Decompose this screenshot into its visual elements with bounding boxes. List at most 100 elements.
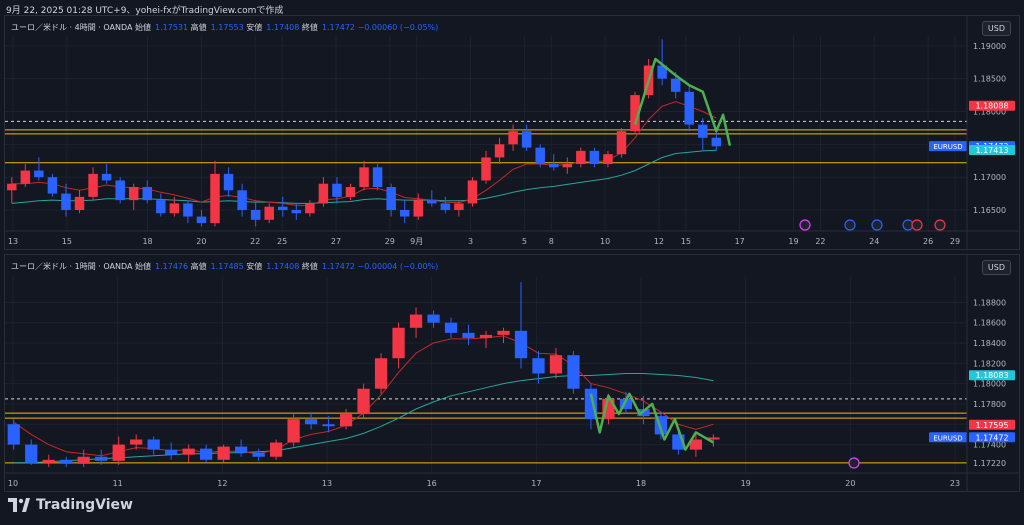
candle-body: [217, 446, 230, 460]
ohlc-legend-4h: ユーロ／米ドル · 4時間 · OANDA 始値 1.17531 高値 1.1755…: [11, 22, 438, 33]
candle-body: [142, 187, 153, 201]
symbol-tag-text: EURUSD: [933, 143, 962, 151]
candle-body: [47, 177, 58, 194]
x-tick-label: 15: [681, 237, 691, 246]
candle-body: [345, 187, 356, 197]
legend-low-label: 安値: [246, 23, 263, 32]
legend-high-label: 高値: [190, 262, 207, 271]
candle-body: [562, 164, 573, 168]
y-tick-label: 1.18500: [973, 75, 1006, 84]
legend-close-label: 終値: [301, 262, 318, 271]
y-tick-label: 1.17400: [973, 441, 1006, 450]
candle-body: [479, 334, 493, 338]
candle-body: [25, 444, 38, 463]
tradingview-brand[interactable]: TradingView: [8, 497, 133, 513]
candle-body: [305, 203, 315, 214]
candle-body: [237, 190, 247, 210]
candle-body: [95, 456, 108, 461]
x-tick-label: 18: [636, 479, 646, 488]
candle-body: [508, 131, 518, 145]
economic-event-icon: [911, 219, 923, 231]
y-tick-label: 1.17000: [973, 173, 1006, 182]
candle-body: [532, 358, 545, 374]
candle-body: [112, 444, 125, 461]
candle-body: [409, 314, 423, 328]
candle-body: [200, 448, 213, 460]
legend-high: 1.17553: [210, 23, 244, 32]
x-tick-label: 11: [113, 479, 123, 488]
candle-body: [304, 419, 318, 425]
x-tick-label: 17: [735, 237, 745, 246]
tradingview-logo-icon: [8, 498, 30, 512]
x-tick-label: 12: [654, 237, 664, 246]
candle-body: [7, 183, 17, 191]
candle-body: [77, 456, 90, 464]
x-tick-label: 27: [331, 237, 341, 246]
candle-body: [467, 180, 478, 204]
legend-low-label: 安値: [246, 262, 263, 271]
candle-body: [481, 157, 491, 181]
x-tick-label: 10: [600, 237, 610, 246]
currency-button[interactable]: USD: [981, 260, 1011, 275]
legend-close: 1.17472: [321, 262, 356, 271]
price-label-box: [969, 432, 1015, 443]
candle-body: [115, 180, 125, 201]
legend-change: −0.00060 (−0.05%): [357, 23, 439, 32]
x-tick-label: 12: [217, 479, 227, 488]
y-tick-label: 1.18600: [973, 319, 1006, 328]
price-label-text: 1.18088: [975, 102, 1008, 111]
x-tick-label: 5: [522, 237, 527, 246]
candle-body: [684, 91, 694, 125]
candle-body: [619, 398, 633, 410]
candle-body: [514, 330, 528, 359]
candle-body: [7, 424, 20, 445]
chart-panel-1h[interactable]: ユーロ／米ドル · 1時間 · OANDA 始値 1.17476 高値 1.1748…: [4, 254, 1020, 492]
legend-open: 1.17531: [155, 23, 189, 32]
candle-body: [357, 388, 370, 415]
candle-body: [339, 414, 353, 427]
candle-body: [616, 131, 627, 155]
brand-name: TradingView: [36, 497, 133, 513]
candle-body: [567, 355, 580, 389]
x-tick-label: 3: [468, 237, 473, 246]
candle-body: [287, 419, 300, 443]
candle-body: [147, 439, 160, 450]
candle-body: [182, 448, 195, 455]
x-tick-label: 24: [869, 237, 879, 246]
legend-low: 1.17408: [266, 23, 300, 32]
chart-panel-4h[interactable]: ユーロ／米ドル · 4時間 · OANDA 始値 1.17531 高値 1.1755…: [4, 15, 1020, 250]
candle-body: [101, 173, 112, 181]
price-label-box: [969, 100, 1015, 111]
symbol-tag-box: [929, 432, 967, 443]
x-tick-label: 29: [385, 237, 395, 246]
candle-body: [183, 203, 193, 217]
x-tick-label: 17: [531, 479, 541, 488]
candle-body: [235, 446, 248, 453]
x-tick-label: 19: [741, 479, 751, 488]
price-label-box: [969, 145, 1015, 156]
y-tick-label: 1.18800: [973, 298, 1006, 307]
candle-body: [427, 314, 440, 323]
candle-body: [130, 439, 143, 445]
candle-body: [223, 173, 234, 191]
price-chart-4h[interactable]: 1.190001.185001.180001.175001.170001.165…: [5, 16, 1019, 249]
y-tick-label: 1.18400: [973, 339, 1006, 348]
candle-body: [497, 330, 510, 335]
price-chart-1h[interactable]: 1.18800 1.18600 1.18400 1.18200 1.18000 1.178…: [5, 255, 1019, 491]
currency-button[interactable]: USD: [981, 21, 1011, 36]
price-label-box: [969, 419, 1015, 430]
legend-change: −0.00004 (−0.00%): [357, 262, 439, 271]
candle-body: [386, 187, 396, 210]
zigzag-indicator-line: [633, 57, 732, 146]
y-tick-label: 1.17220: [973, 459, 1006, 468]
economic-event-icon: [871, 219, 883, 231]
candle-body: [61, 193, 71, 210]
candle-body: [60, 459, 73, 464]
candle-body: [413, 200, 423, 217]
chart-caption: 9月 22, 2025 01:28 UTC+9、yohei-fxがTrading…: [6, 6, 284, 16]
legend-title: ユーロ／米ドル · 4時間 · OANDA: [11, 23, 133, 32]
candle-body: [169, 203, 180, 214]
y-tick-label: 1.18000: [973, 108, 1006, 117]
candle-body: [454, 203, 464, 210]
price-label-text: 1.17472: [975, 433, 1008, 442]
